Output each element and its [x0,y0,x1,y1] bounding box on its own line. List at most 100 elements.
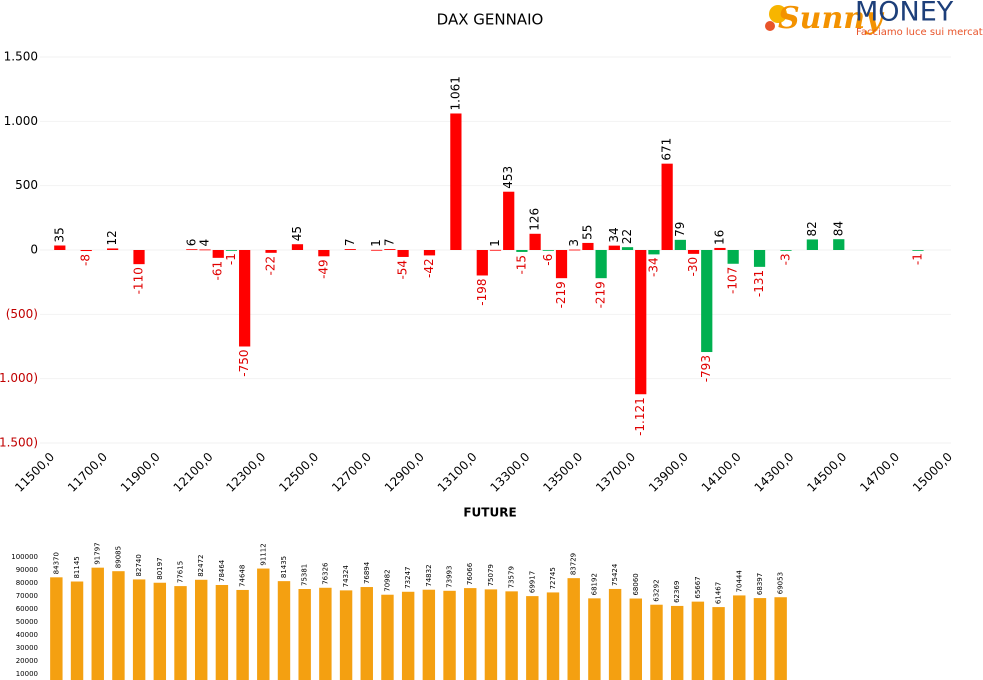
bar [384,249,396,250]
bar [195,579,208,680]
bar [503,191,515,250]
value-label: 1.061 [448,76,462,110]
bar [133,250,145,265]
bar [780,250,792,251]
value-label: -30 [686,257,700,277]
value-label: 91797 [94,542,102,564]
bar [397,250,409,257]
y-tick-label: (1.500) [0,436,38,450]
bar [608,245,620,250]
bar [80,250,92,252]
bar [674,239,686,250]
bar [476,250,488,276]
bar [567,578,580,680]
value-label: 84 [831,221,845,236]
value-label: 76894 [363,561,371,584]
bar [464,588,477,680]
bar [318,250,330,257]
value-label: 84370 [52,552,60,574]
logo-brand: Sunny [778,1,885,36]
value-label: -131 [752,270,766,297]
bar [199,249,211,251]
value-label: -42 [422,258,436,278]
value-label: -49 [316,259,330,279]
value-label: 82740 [135,554,143,576]
bar [225,250,238,251]
value-label: -3 [778,253,792,265]
value-label: 68060 [632,573,640,595]
bar [912,250,924,251]
bar [450,113,462,250]
bar [806,239,818,250]
value-label: -1.121 [633,397,647,436]
value-label: 4 [198,239,212,247]
bar [691,601,705,680]
value-label: -750 [237,350,251,377]
value-label: 65667 [694,576,702,598]
value-label: -8 [79,254,93,266]
value-label: 69053 [777,572,785,594]
bar [661,163,673,250]
bar [529,233,541,250]
bar [401,591,415,680]
value-label: 91112 [259,543,267,565]
value-label: 63292 [652,579,660,601]
bar [833,239,845,250]
value-label: 12 [105,230,119,245]
bar [443,590,456,680]
bar [714,247,726,250]
logo-sun [769,5,787,23]
bar [546,592,560,680]
bar [648,250,660,255]
value-label: 82472 [197,555,205,577]
value-label: -15 [514,255,528,275]
value-label: -793 [699,355,713,382]
value-label: 82 [805,221,819,236]
bar [712,607,725,680]
bar [423,250,436,256]
bar [484,589,498,680]
bar [542,250,554,251]
value-label: 76326 [321,562,329,585]
bar [291,244,304,250]
value-label: -6 [541,254,555,266]
bar [257,568,270,680]
value-label: 7 [382,238,396,246]
bar [112,571,125,680]
value-label: -61 [211,261,225,281]
bar [569,249,581,251]
logo-tagline: Facciamo luce sui mercati [856,27,983,38]
logo: Sunny MONEY Facciamo luce sui mercati [765,0,983,38]
value-label: 55 [580,225,594,240]
value-label: 68397 [756,573,764,595]
bar [277,581,291,680]
value-label: 72745 [549,567,557,589]
y-tick-label: (500) [6,307,38,321]
bar [91,567,104,680]
bar [582,242,594,250]
value-label: 34 [607,227,621,242]
value-label: -34 [646,257,660,277]
y-tick-label: 100000 [11,553,38,561]
bar [153,582,167,680]
value-label: 453 [501,166,515,189]
value-label: 75079 [487,564,495,586]
bar [555,250,568,279]
bar [236,589,249,680]
y-tick-label: 20000 [16,657,38,665]
bar [687,250,700,254]
bar [107,248,119,250]
y-tick-label: (1.000) [0,371,38,385]
bar [635,250,647,395]
value-label: 76066 [466,562,474,585]
y-tick-label: 90000 [16,566,38,574]
y-tick-label: 80000 [16,579,38,587]
value-label: 77615 [177,561,185,583]
value-label: -198 [475,278,489,305]
bar [588,598,601,680]
chart-title: DAX GENNAIO [437,11,544,29]
value-label: 1 [488,239,502,247]
bar [132,579,146,680]
bar [774,597,787,680]
y-tick-label: 0 [30,243,38,257]
